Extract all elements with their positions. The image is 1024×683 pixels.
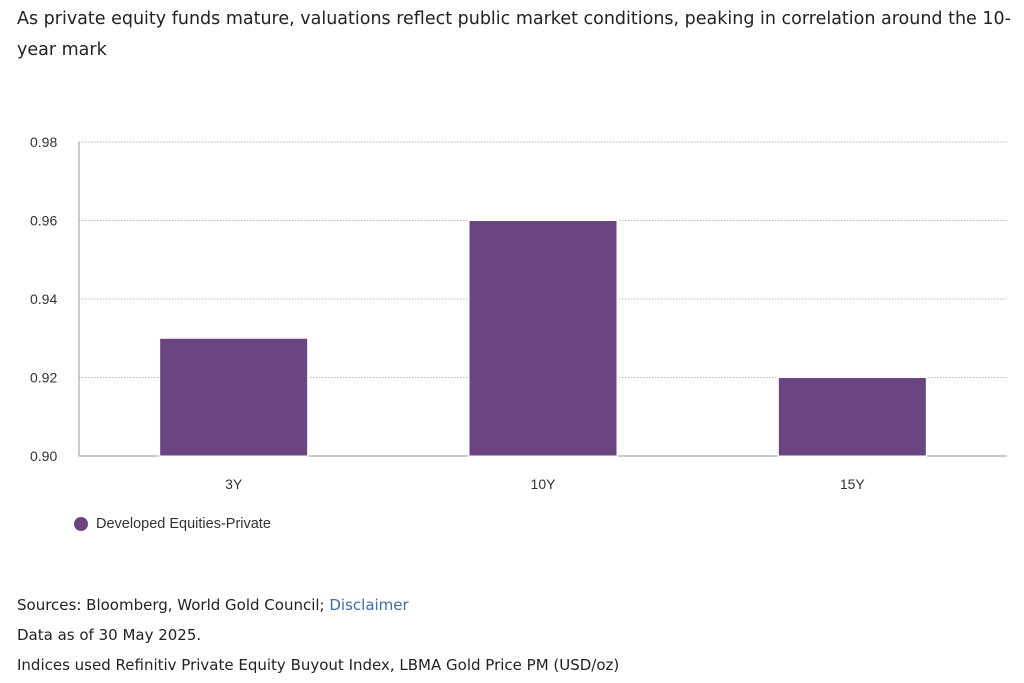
bar-10y: [468, 220, 618, 457]
x-tick-label: 3Y: [225, 476, 243, 492]
y-tick-label: 0.90: [30, 448, 57, 464]
bars: [159, 220, 927, 457]
y-tick-label: 0.96: [30, 213, 57, 229]
bar-chart: 0.90 0.92 0.94 0.96 0.98 3Y 10Y 15Y: [30, 134, 1007, 492]
x-tick-label: 15Y: [840, 476, 866, 492]
x-axis-ticks: 3Y 10Y 15Y: [225, 476, 865, 492]
y-axis-ticks: 0.90 0.92 0.94 0.96 0.98: [30, 134, 57, 464]
bar-15y: [777, 377, 927, 457]
disclaimer-link[interactable]: Disclaimer: [329, 596, 409, 614]
indices-note: Indices used Refinitiv Private Equity Bu…: [17, 656, 620, 674]
bar-3y: [159, 337, 309, 457]
sources-line: Sources: Bloomberg, World Gold Council; …: [17, 590, 619, 620]
chart-title: As private equity funds mature, valuatio…: [17, 9, 1011, 60]
legend-marker: [74, 517, 88, 531]
x-tick-label: 10Y: [531, 476, 557, 492]
legend-label: Developed Equities-Private: [96, 516, 271, 532]
sources-text: Sources: Bloomberg, World Gold Council;: [17, 596, 330, 614]
y-tick-label: 0.92: [30, 370, 57, 386]
data-as-of: Data as of 30 May 2025.: [17, 626, 202, 644]
y-tick-label: 0.98: [30, 134, 57, 150]
chart-legend[interactable]: Developed Equities-Private: [74, 516, 271, 532]
y-tick-label: 0.94: [30, 291, 57, 307]
chart-footer: Sources: Bloomberg, World Gold Council; …: [17, 590, 619, 680]
